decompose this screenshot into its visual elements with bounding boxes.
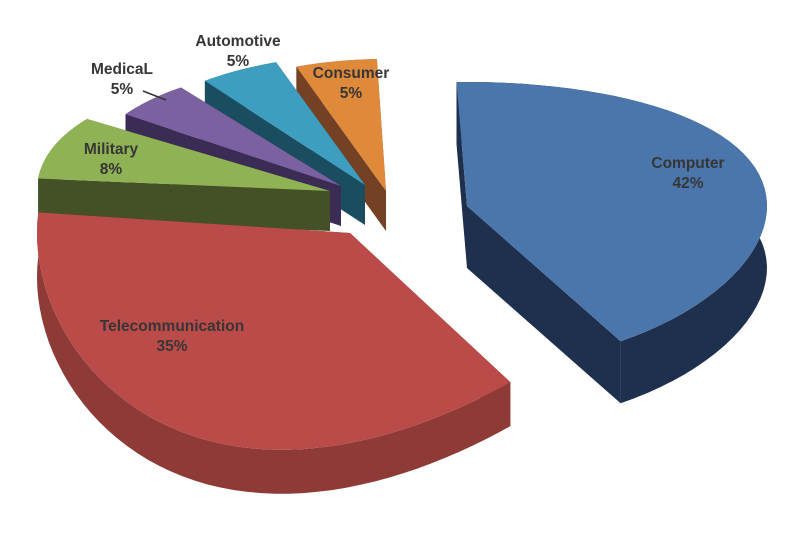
slice-label-percent: 5% — [227, 53, 250, 70]
slice-edge-computer-1 — [467, 206, 621, 404]
slice-top-automotive — [204, 62, 365, 185]
slice-label-name: MedicaL — [91, 61, 153, 78]
pie-slice-telecommunication[interactable] — [37, 212, 511, 494]
pie-slice-military[interactable] — [38, 119, 330, 231]
slice-top-military — [38, 119, 330, 191]
slice-side-telecommunication — [37, 212, 511, 494]
slice-edge-computer-0 — [456, 82, 467, 268]
medical-leader-line — [142, 90, 167, 101]
slice-label-percent: 5% — [111, 81, 134, 98]
slice-top-computer — [456, 82, 767, 342]
slice-label-name: Automotive — [195, 33, 281, 50]
slice-top-consumer — [296, 59, 386, 191]
slice-label-medical: MedicaL 5% — [91, 61, 153, 98]
pie-slice-computer[interactable] — [456, 82, 768, 404]
slice-top-telecommunication — [37, 212, 511, 450]
slice-top-medical — [125, 87, 341, 186]
